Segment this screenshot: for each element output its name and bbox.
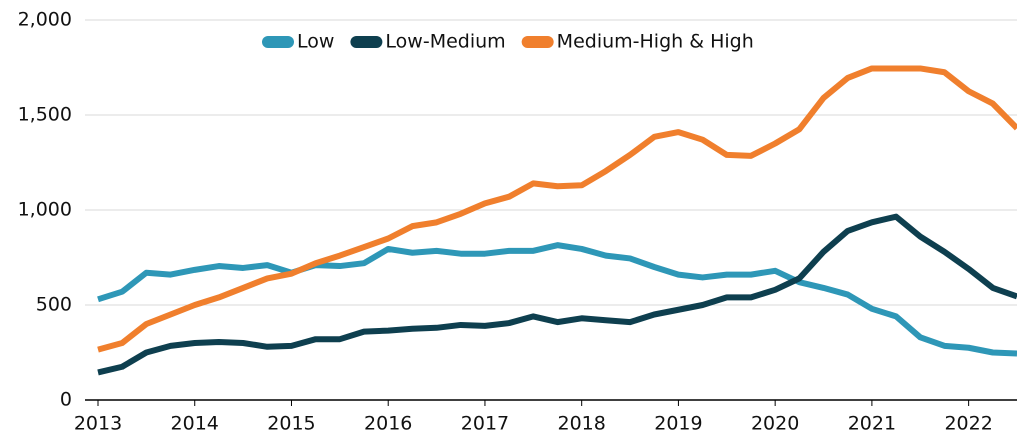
x-tick-label: 2019 [654, 413, 702, 435]
legend-label: Low [297, 31, 334, 53]
x-tick-label: 2022 [944, 413, 992, 435]
series-line [97, 213, 1017, 376]
x-tick-label: 2016 [364, 413, 412, 435]
x-tick-label: 2018 [558, 413, 606, 435]
y-tick-label: 500 [36, 294, 72, 316]
y-tick-label: 0 [60, 389, 72, 411]
y-tick-label: 2,000 [18, 9, 72, 31]
series-line [97, 242, 1017, 357]
y-tick-label: 1,000 [18, 199, 72, 221]
x-tick-label: 2020 [751, 413, 799, 435]
legend-swatch [350, 36, 383, 48]
y-tick-label: 1,500 [18, 104, 72, 126]
x-tick-label: 2014 [171, 413, 219, 435]
legend-label: Low-Medium [385, 31, 505, 53]
legend-swatch [262, 36, 294, 48]
x-tick-label: 2015 [267, 413, 315, 435]
x-tick-label: 2017 [461, 413, 509, 435]
series-line [97, 65, 1017, 353]
x-tick-label: 2013 [74, 413, 122, 435]
legend-label: Medium-High & High [557, 31, 754, 53]
x-tick-label: 2021 [848, 413, 896, 435]
legend-swatch [521, 36, 554, 48]
